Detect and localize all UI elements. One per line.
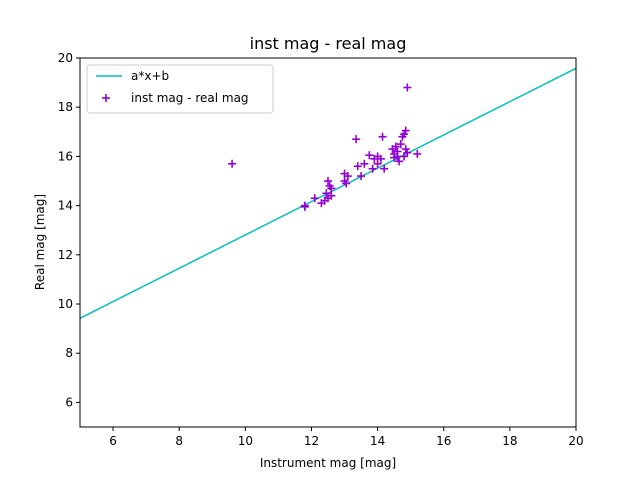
y-tick-label: 14 [58, 199, 73, 213]
scatter-point [378, 132, 387, 141]
x-tick-label: 6 [109, 434, 117, 448]
scatter-point [373, 159, 382, 168]
y-tick-label: 8 [65, 346, 73, 360]
scatter-point [324, 177, 332, 185]
x-tick-label: 8 [175, 434, 183, 448]
scatter-point [413, 149, 422, 158]
scatter-point [401, 145, 410, 154]
y-tick-label: 20 [58, 51, 73, 65]
scatter-point [401, 126, 410, 135]
scatter-point [360, 159, 369, 168]
y-tick-label: 16 [58, 149, 73, 163]
y-tick-label: 10 [58, 297, 73, 311]
x-tick-label: 10 [238, 434, 253, 448]
x-tick-label: 18 [502, 434, 517, 448]
scatter-point [342, 179, 351, 188]
legend-marker-swatch [102, 94, 110, 102]
scatter-point [403, 83, 412, 92]
y-tick-label: 12 [58, 248, 73, 262]
chart-title: inst mag - real mag [250, 34, 407, 53]
plot-area [79, 67, 577, 319]
scatter-point [400, 130, 409, 139]
scatter-point [300, 202, 309, 211]
scatter-point [357, 172, 366, 181]
scatter-point [376, 154, 385, 163]
x-axis-label: Instrument mag [mag] [260, 456, 396, 470]
scatter-point [391, 142, 400, 151]
y-axis-ticks: 6 8 10 12 14 16 18 20 [58, 51, 80, 409]
axes-frame [79, 57, 577, 428]
x-tick-label: 16 [436, 434, 451, 448]
y-tick-label: 6 [65, 395, 73, 409]
scatter-point [353, 162, 362, 171]
legend: a*x+b inst mag - real mag [86, 64, 274, 114]
scatter-point [403, 148, 412, 157]
x-tick-label: 20 [568, 434, 583, 448]
scatter-point [327, 191, 336, 200]
y-tick-label: 18 [58, 100, 73, 114]
scatter-point [396, 140, 405, 149]
scatter-point [368, 164, 377, 173]
legend-label-line: a*x+b [131, 69, 169, 83]
scatter-point [327, 184, 336, 193]
scatter-point [322, 189, 331, 198]
x-tick-label: 14 [370, 434, 385, 448]
scatter-point [310, 194, 319, 203]
scatter-point [365, 151, 374, 160]
scatter-point [343, 172, 352, 181]
y-axis-label: Real mag [mag] [33, 194, 47, 290]
legend-label-scatter: inst mag - real mag [131, 91, 249, 105]
legend-box [86, 64, 274, 114]
scatter-point [352, 135, 361, 144]
scatter-point [395, 157, 404, 166]
scatter-point [380, 164, 389, 173]
x-axis-ticks: 6 8 10 12 14 16 18 20 [109, 427, 584, 448]
x-tick-label: 12 [304, 434, 319, 448]
scatter-point [228, 159, 237, 168]
